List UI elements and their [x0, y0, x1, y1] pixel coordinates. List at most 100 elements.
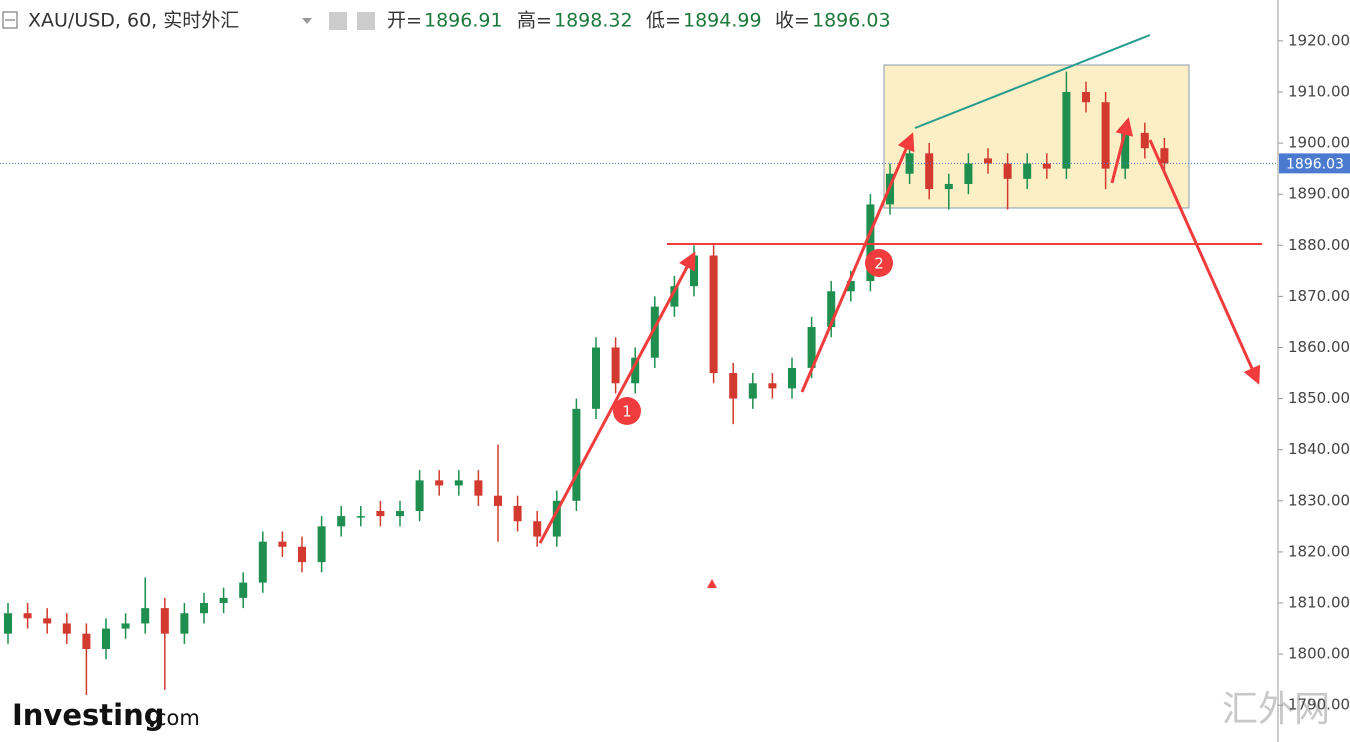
- ohlc-label: 高=: [517, 10, 552, 32]
- y-tick-label: 1790.00: [1288, 696, 1350, 714]
- marker-circle: [613, 397, 641, 425]
- ohlc-value: 1896.91: [424, 10, 503, 32]
- annotation-label: 1: [622, 403, 632, 421]
- candle-body: [533, 521, 542, 537]
- candle-body: [258, 541, 267, 583]
- dropdown[interactable]: [302, 18, 312, 24]
- candle-body: [200, 603, 208, 614]
- y-tick-label: 1820.00: [1288, 542, 1350, 560]
- y-tick-label: 1810.00: [1288, 594, 1350, 612]
- candle-body: [298, 546, 306, 563]
- y-tick-label: 1850.00: [1288, 389, 1350, 407]
- candle-body: [866, 204, 875, 282]
- candle-body: [121, 623, 130, 629]
- candle-body: [23, 613, 32, 619]
- candle-body: [141, 608, 150, 624]
- candle-body: [572, 408, 581, 501]
- candle-body: [454, 480, 463, 486]
- candle-body: [846, 281, 855, 292]
- candle-body: [435, 480, 444, 486]
- candle-body: [1062, 91, 1071, 169]
- candle-body: [337, 516, 346, 527]
- candle-body: [4, 613, 12, 634]
- arrows: [538, 117, 1261, 544]
- candle-body: [964, 163, 973, 184]
- ohlc-value: 1896.03: [812, 10, 891, 32]
- y-tick-label: 1800.00: [1288, 645, 1350, 663]
- candle-body: [552, 500, 561, 537]
- candle-body: [631, 357, 640, 384]
- y-tick-label: 1920.00: [1288, 31, 1350, 49]
- ohlc-label: 开=: [387, 10, 422, 32]
- candle-body: [748, 383, 757, 399]
- y-tick-label: 1890.00: [1288, 185, 1350, 203]
- candle-body: [160, 608, 169, 634]
- settings-icon[interactable]: [329, 12, 347, 30]
- candle-body: [317, 526, 326, 563]
- candle-body: [180, 613, 189, 634]
- candle-body: [356, 516, 365, 518]
- y-tick-label: 1910.00: [1288, 82, 1350, 100]
- candle-body: [984, 158, 992, 164]
- candle-body: [1140, 132, 1149, 149]
- candle-body: [925, 153, 934, 190]
- collapse-icon[interactable]: [2, 11, 18, 29]
- candle-body: [611, 347, 620, 384]
- triangle-icon: [707, 579, 717, 588]
- candle-body: [1121, 132, 1130, 169]
- candle-body: [768, 383, 777, 389]
- logo-dot: [150, 723, 154, 727]
- last-price-label: 1896.03: [1286, 156, 1344, 172]
- candle-body: [62, 623, 71, 634]
- annotation-label: 2: [874, 255, 884, 273]
- candle-body: [82, 633, 91, 649]
- ohlc-value: 1898.32: [554, 10, 633, 32]
- y-tick-label: 1830.00: [1288, 491, 1350, 509]
- candle-body: [670, 286, 679, 307]
- marker-circle: [865, 249, 893, 277]
- logo: Investing: [12, 698, 164, 732]
- last-price-box: [1279, 153, 1350, 174]
- candle-body: [219, 597, 228, 604]
- ohlc-label: 收=: [775, 10, 810, 32]
- candle-body: [1160, 148, 1169, 164]
- candle-body: [474, 480, 483, 496]
- candle-body: [1082, 91, 1090, 103]
- symbol-title: XAU/USD, 60, 实时外汇: [28, 10, 239, 32]
- candle-body: [1042, 163, 1051, 169]
- ohlc-label: 低=: [646, 10, 681, 32]
- candle-body: [1101, 102, 1110, 169]
- y-tick-label: 1860.00: [1288, 338, 1350, 356]
- candle-body: [729, 373, 738, 399]
- candle-body: [415, 480, 424, 512]
- y-tick-label: 1840.00: [1288, 440, 1350, 458]
- range-box: [883, 64, 1190, 209]
- candle-body: [827, 291, 836, 328]
- trend-line: [914, 34, 1151, 129]
- candle-body: [1003, 163, 1012, 179]
- y-tick-label: 1870.00: [1288, 287, 1350, 305]
- candle-body: [376, 511, 385, 517]
- candle-body: [709, 255, 718, 374]
- candle-body: [102, 628, 110, 649]
- candle-body: [592, 347, 600, 409]
- candle-body: [43, 618, 52, 624]
- logo-suffix: com: [155, 706, 200, 730]
- watermark: 汇外网: [1222, 689, 1330, 730]
- plot: [0, 71, 1278, 695]
- candle-body: [396, 511, 404, 517]
- settings-icon[interactable]: [357, 12, 375, 30]
- candle-body: [239, 582, 248, 598]
- candle-body: [807, 327, 816, 368]
- candle-body: [788, 367, 796, 389]
- candle-body: [513, 505, 522, 522]
- candle-body: [650, 306, 659, 358]
- candle-body: [1023, 163, 1032, 179]
- y-tick-label: 1880.00: [1288, 236, 1350, 254]
- candle-body: [494, 495, 502, 506]
- candle-body: [944, 183, 953, 190]
- ohlc-value: 1894.99: [683, 10, 762, 32]
- y-tick-label: 1900.00: [1288, 134, 1350, 152]
